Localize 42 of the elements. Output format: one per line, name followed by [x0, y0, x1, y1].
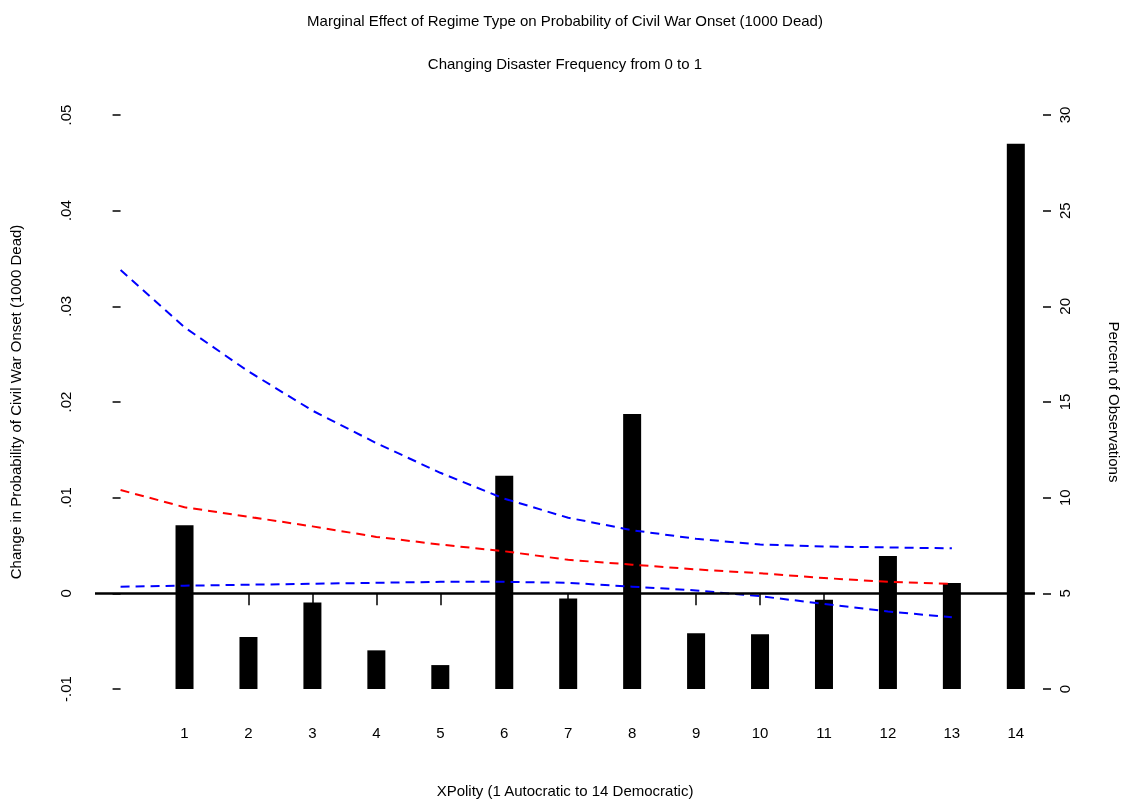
- y-tick-label: .04: [57, 200, 74, 222]
- bar: [751, 634, 770, 689]
- y2-tick-label: 5: [1056, 589, 1073, 598]
- x-tick-label: 1: [180, 724, 189, 741]
- x-tick-label: 11: [816, 724, 832, 741]
- y-tick-label: .01: [57, 487, 74, 509]
- x-tick-label: 7: [564, 724, 573, 741]
- y2-tick-label: 15: [1056, 393, 1073, 411]
- bar: [814, 599, 833, 689]
- x-tick-label: 5: [436, 724, 445, 741]
- y-tick-label: .05: [57, 104, 74, 126]
- x-tick-label: 2: [244, 724, 253, 741]
- x-tick-label: 4: [372, 724, 381, 741]
- bar: [687, 633, 706, 689]
- y-tick-label: -.01: [57, 676, 74, 702]
- x-tick-label: 8: [627, 724, 637, 741]
- y2-tick-label: 20: [1056, 297, 1073, 315]
- line-series: [119, 580, 953, 619]
- x-tick-label: 10: [751, 724, 769, 741]
- y-tick-label: .03: [57, 295, 74, 317]
- y2-axis-title: Percent of Observations: [1106, 321, 1123, 483]
- x-tick-label: 3: [308, 724, 317, 741]
- x-tick-label: 13: [943, 724, 961, 741]
- x-tick-label: 14: [1007, 724, 1025, 741]
- x-tick-label: 12: [879, 724, 897, 741]
- y-tick-label: .02: [57, 391, 74, 413]
- y2-tick-label: 0: [1056, 684, 1073, 694]
- chart-subtitle: Changing Disaster Frequency from 0 to 1: [427, 55, 703, 72]
- line-series: [119, 268, 953, 550]
- bar: [431, 665, 450, 689]
- x-axis-title: XPolity (1 Autocratic to 14 Democratic): [436, 782, 694, 799]
- y-axis-title: Change in Probability of Civil War Onset (1000 Dead): [7, 224, 24, 580]
- bar: [559, 598, 578, 689]
- chart-title: Marginal Effect of Regime Type on Probability of Civil War Onset (1000 Dead): [307, 12, 823, 29]
- x-tick-label: 9: [691, 724, 701, 741]
- y2-tick-label: 10: [1056, 489, 1073, 507]
- x-tick-label: 6: [500, 724, 509, 741]
- bar: [367, 650, 386, 689]
- y2-tick-label: 30: [1056, 106, 1073, 124]
- y2-tick-label: 25: [1056, 202, 1073, 220]
- bar: [239, 636, 258, 689]
- y-tick-label: 0: [57, 589, 74, 598]
